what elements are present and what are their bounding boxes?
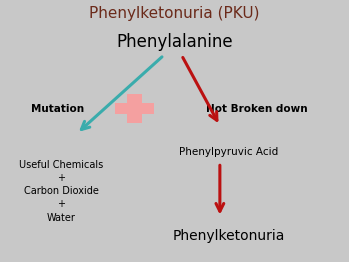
Text: Phenylalanine: Phenylalanine <box>116 33 233 51</box>
Bar <box>115 103 154 114</box>
Text: Phenylketonuria: Phenylketonuria <box>172 229 285 243</box>
Bar <box>127 94 142 123</box>
Text: Not Broken down: Not Broken down <box>206 104 307 114</box>
Text: Phenylketonuria (PKU): Phenylketonuria (PKU) <box>89 6 260 21</box>
Text: Mutation: Mutation <box>31 104 84 114</box>
Text: Phenylpyruvic Acid: Phenylpyruvic Acid <box>179 147 278 157</box>
Text: Useful Chemicals
+
Carbon Dioxide
+
Water: Useful Chemicals + Carbon Dioxide + Wate… <box>19 160 103 223</box>
